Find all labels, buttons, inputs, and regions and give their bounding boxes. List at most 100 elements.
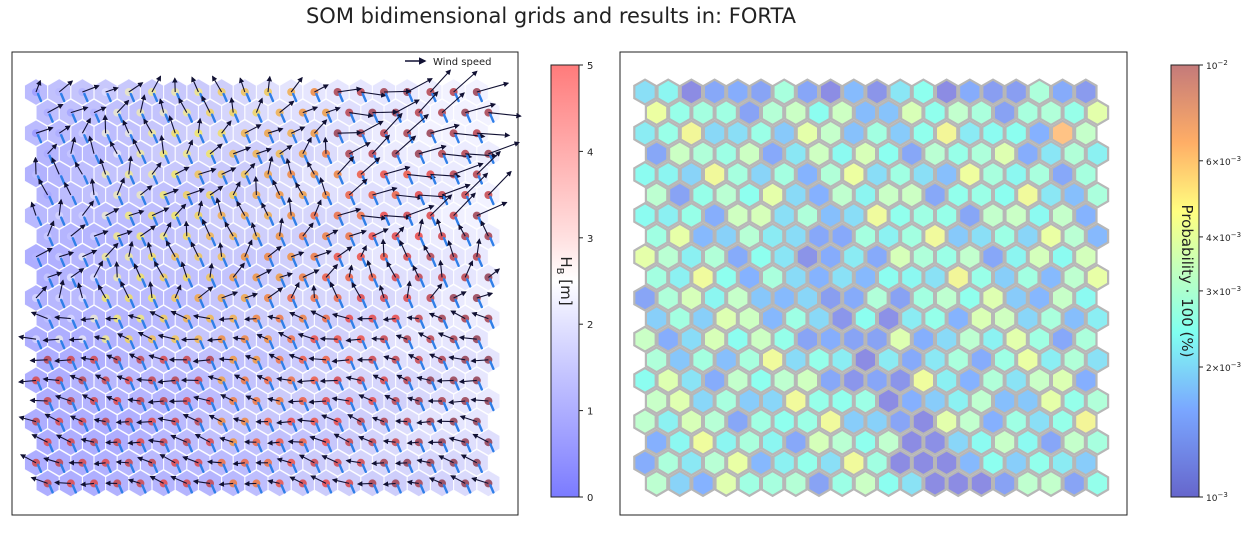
right-hex-cell — [1006, 80, 1027, 105]
right-hex-cell — [704, 327, 725, 352]
right-hex-cell — [982, 409, 1003, 434]
right-hex-cell — [913, 80, 934, 105]
right-hex-cell — [866, 244, 887, 269]
right-hex-cell — [808, 141, 829, 166]
right-hex-cell — [936, 327, 957, 352]
right-hex-cell — [808, 430, 829, 455]
right-hex-cell — [1029, 162, 1050, 187]
right-hex-cell — [1029, 286, 1050, 311]
right-hex-cell — [843, 368, 864, 393]
right-hex-cell — [994, 265, 1015, 290]
right-hex-cell — [797, 244, 818, 269]
right-hex-cell — [646, 306, 667, 331]
right-hex-cell — [646, 430, 667, 455]
right-hex-cell — [1064, 265, 1085, 290]
right-hex-cell — [1006, 409, 1027, 434]
left-wind-arrow — [372, 112, 397, 113]
right-hex-cell — [1040, 183, 1061, 208]
right-colorbar-tick-label: 2×10−3 — [1206, 361, 1241, 374]
right-colorbar-tick-label: 10−3 — [1206, 491, 1228, 504]
right-hex-cell — [704, 450, 725, 475]
right-hex-cell — [890, 203, 911, 228]
right-hex-cell — [1006, 450, 1027, 475]
right-hex-cell — [716, 471, 737, 496]
right-hex-cell — [727, 327, 748, 352]
right-hex-cell — [820, 450, 841, 475]
right-hex-cell — [959, 368, 980, 393]
right-hex-cell — [1052, 80, 1073, 105]
right-hex-cell — [750, 80, 771, 105]
right-panel — [620, 52, 1127, 515]
left-colorbar-tick-label: 3 — [587, 234, 593, 245]
right-hex-cell — [1052, 450, 1073, 475]
right-hex-cell — [959, 203, 980, 228]
right-hex-cell — [739, 265, 760, 290]
left-wind-arrow — [372, 339, 384, 340]
right-hex-cell — [1064, 347, 1085, 372]
right-hex-cell — [843, 286, 864, 311]
right-hex-cell — [832, 183, 853, 208]
right-hex-cell — [936, 121, 957, 146]
right-hex-cell — [716, 100, 737, 125]
right-hex-cell — [1064, 183, 1085, 208]
right-hex-cell — [774, 244, 795, 269]
right-hex-cell — [1087, 306, 1108, 331]
right-hexgrid — [634, 80, 1108, 496]
right-hex-cell — [704, 368, 725, 393]
right-hex-cell — [658, 121, 679, 146]
right-hex-cell — [901, 430, 922, 455]
right-hex-cell — [762, 265, 783, 290]
right-hex-cell — [762, 141, 783, 166]
right-hex-cell — [971, 306, 992, 331]
right-hex-cell — [1064, 224, 1085, 249]
right-hex-cell — [646, 183, 667, 208]
right-hex-cell — [1087, 183, 1108, 208]
right-hex-cell — [959, 121, 980, 146]
right-hex-cell — [785, 100, 806, 125]
right-hex-cell — [774, 450, 795, 475]
right-hex-cell — [948, 141, 969, 166]
right-hex-cell — [832, 430, 853, 455]
right-hex-cell — [948, 224, 969, 249]
right-hex-cell — [820, 80, 841, 105]
right-hex-cell — [762, 347, 783, 372]
right-hex-cell — [913, 450, 934, 475]
right-hex-cell — [774, 368, 795, 393]
right-hex-cell — [890, 121, 911, 146]
left-wind-arrow — [256, 177, 257, 195]
right-hex-cell — [878, 430, 899, 455]
right-hex-cell — [716, 430, 737, 455]
right-hex-cell — [739, 306, 760, 331]
right-hex-cell — [1029, 450, 1050, 475]
right-hex-cell — [1017, 100, 1038, 125]
left-wind-arrow — [31, 400, 48, 401]
right-hex-cell — [843, 327, 864, 352]
right-hex-cell — [924, 347, 945, 372]
right-hex-cell — [727, 450, 748, 475]
right-colorbar-tick-label: 3×10−3 — [1206, 285, 1241, 298]
right-hex-cell — [785, 430, 806, 455]
right-hex-cell — [762, 389, 783, 414]
right-hex-cell — [808, 183, 829, 208]
right-hex-cell — [913, 162, 934, 187]
right-hex-cell — [750, 450, 771, 475]
right-hex-cell — [669, 389, 690, 414]
right-hex-cell — [820, 286, 841, 311]
right-hex-cell — [948, 306, 969, 331]
right-hex-cell — [901, 471, 922, 496]
right-hex-cell — [727, 244, 748, 269]
right-hex-cell — [901, 100, 922, 125]
right-hex-cell — [669, 430, 690, 455]
right-hex-cell — [866, 368, 887, 393]
right-hex-cell — [866, 162, 887, 187]
right-hex-cell — [843, 203, 864, 228]
left-wind-arrow — [384, 91, 411, 92]
left-wind-arrow — [321, 380, 338, 381]
right-hex-cell — [797, 162, 818, 187]
right-hex-cell — [716, 265, 737, 290]
right-hex-cell — [913, 244, 934, 269]
right-hex-cell — [1075, 286, 1096, 311]
right-hex-cell — [832, 306, 853, 331]
